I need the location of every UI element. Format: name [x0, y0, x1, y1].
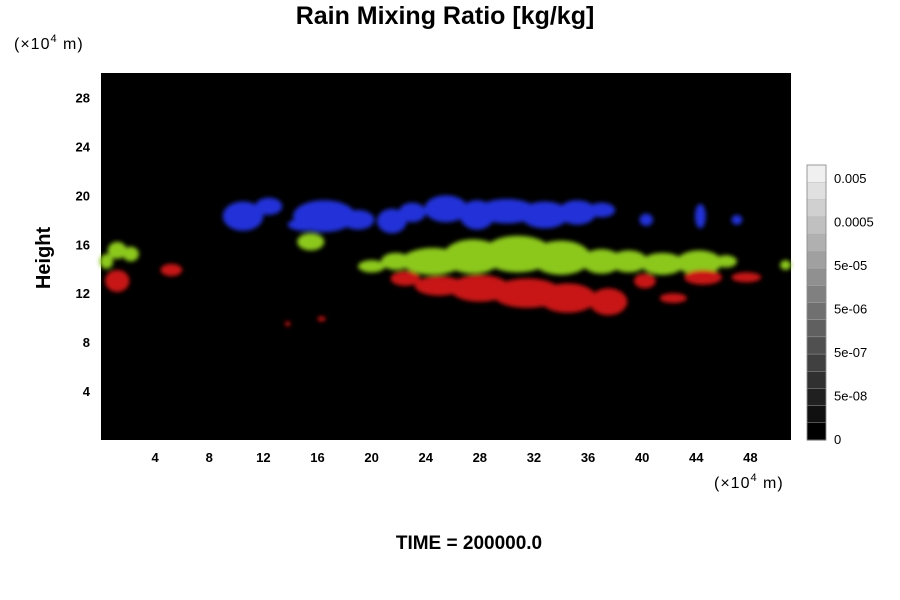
- rain-middle-blob: [297, 233, 325, 251]
- rain-lower-blob: [634, 273, 656, 289]
- x-tick-label: 24: [418, 450, 433, 465]
- rain-upper-blob: [255, 197, 283, 215]
- rain-middle-blob: [640, 252, 685, 275]
- rain-upper-blob: [398, 202, 426, 223]
- rain-upper-blob: [639, 213, 653, 226]
- rain-lower-blob: [105, 269, 130, 292]
- colorbar: [806, 164, 827, 441]
- x-axis-ticks: 4 8 12 16 20 24 28 32 36 40 44 48: [152, 450, 758, 465]
- rain-upper-blob: [520, 201, 570, 229]
- x-tick-label: 20: [364, 450, 378, 465]
- colorbar-swatch: [806, 285, 827, 304]
- colorbar-swatch: [806, 422, 827, 441]
- rain-lower-blob: [589, 288, 628, 316]
- rain-middle-blob: [581, 249, 622, 274]
- rain-lower-blob: [539, 283, 597, 313]
- y-tick-label: 16: [76, 237, 90, 252]
- y-axis-unit: (×104 m): [14, 33, 84, 53]
- rain-upper-blob: [222, 201, 264, 231]
- colorbar-swatch: [806, 250, 827, 269]
- rain-middle-blob: [780, 260, 792, 270]
- colorbar-label: 0.005: [834, 171, 867, 186]
- colorbar-swatch: [806, 233, 827, 252]
- x-tick-label: 32: [527, 450, 541, 465]
- colorbar-labels: 0.005 0.0005 5e-05 5e-06 5e-07 5e-08 0: [834, 171, 874, 447]
- x-tick-label: 40: [635, 450, 649, 465]
- rain-lower-blob: [684, 269, 722, 285]
- y-tick-label: 4: [83, 384, 91, 399]
- x-tick-label: 44: [689, 450, 704, 465]
- rain-lower-blob: [390, 271, 421, 286]
- rain-lower-blob: [731, 272, 762, 283]
- rain-middle-blob: [676, 250, 722, 275]
- rain-lower-blob: [285, 321, 291, 327]
- rain-lower-blob: [317, 316, 326, 322]
- rain-field: [99, 195, 792, 327]
- time-label: TIME = 200000.0: [396, 533, 542, 554]
- x-tick-label: 16: [310, 450, 324, 465]
- colorbar-swatch: [806, 319, 827, 338]
- rain-middle-blob: [358, 260, 386, 273]
- x-tick-label: 4: [152, 450, 160, 465]
- colorbar-swatch: [806, 388, 827, 407]
- colorbar-label: 5e-08: [834, 389, 867, 404]
- y-tick-label: 20: [76, 188, 90, 203]
- rain-upper-blob: [588, 202, 616, 218]
- y-tick-label: 24: [76, 139, 91, 154]
- x-tick-label: 12: [256, 450, 270, 465]
- colorbar-swatch: [806, 181, 827, 201]
- x-tick-label: 36: [581, 450, 595, 465]
- y-tick-label: 12: [76, 286, 90, 301]
- colorbar-swatch: [806, 199, 827, 218]
- colorbar-swatch: [806, 267, 827, 287]
- colorbar-label: 5e-05: [834, 258, 867, 273]
- x-tick-label: 48: [743, 450, 757, 465]
- x-tick-label: 8: [206, 450, 213, 465]
- x-axis-unit: (×104 m): [714, 472, 784, 492]
- colorbar-swatch: [806, 405, 827, 424]
- colorbar-label: 0.0005: [834, 215, 874, 230]
- y-axis-label: Height: [33, 227, 55, 290]
- chart-title: Rain Mixing Ratio [kg/kg]: [296, 2, 595, 30]
- rain-middle-blob: [531, 240, 591, 275]
- rain-upper-blob: [341, 210, 375, 230]
- colorbar-frame: [806, 164, 827, 441]
- rain-upper-blob: [558, 200, 597, 225]
- rain-lower-blob: [160, 263, 183, 277]
- colorbar-label: 5e-07: [834, 345, 867, 360]
- y-axis-ticks: 4 8 12 16 20 24 28: [76, 90, 91, 399]
- colorbar-swatch: [806, 164, 827, 183]
- rain-middle-blob: [715, 255, 737, 268]
- y-tick-label: 8: [83, 335, 90, 350]
- colorbar-label: 5e-06: [834, 302, 867, 317]
- rain-lower-blob: [659, 293, 687, 303]
- colorbar-label: 0: [834, 432, 841, 447]
- colorbar-swatch: [806, 216, 827, 235]
- x-tick-label: 28: [473, 450, 487, 465]
- y-tick-label: 28: [76, 90, 90, 105]
- colorbar-swatch: [806, 336, 827, 355]
- colorbar-swatch: [806, 353, 827, 372]
- rain-middle-blob: [99, 254, 114, 269]
- rain-upper-blob: [731, 214, 743, 225]
- rain-middle-blob: [609, 250, 648, 273]
- rain-upper-blob: [694, 203, 706, 229]
- colorbar-swatch: [806, 371, 827, 390]
- colorbar-swatch: [806, 302, 827, 321]
- rain-middle-blob: [122, 246, 139, 262]
- rain-upper-blob: [287, 218, 321, 231]
- rain-middle-blob: [107, 241, 127, 259]
- rain-upper-blob: [424, 195, 468, 223]
